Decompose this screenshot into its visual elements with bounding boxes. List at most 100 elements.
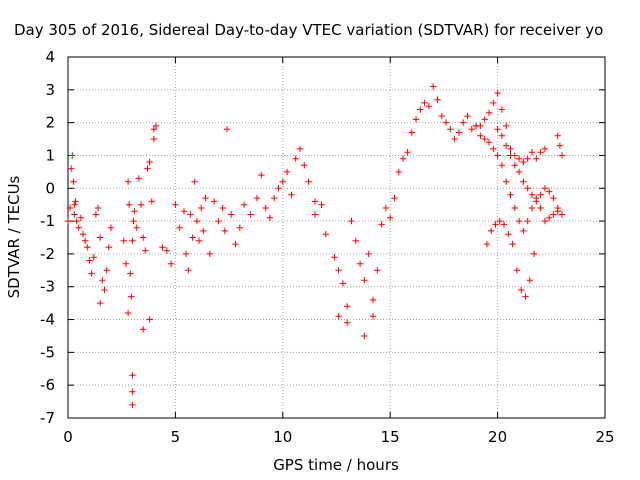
data-point [494, 126, 501, 133]
data-point [520, 227, 527, 235]
data-point [477, 132, 484, 139]
y-tick-label: -2 [40, 245, 55, 263]
y-tick-label: -3 [40, 278, 55, 296]
data-point [200, 227, 207, 235]
data-point [86, 257, 93, 264]
x-tick-label: 10 [273, 428, 292, 446]
data-point [82, 237, 89, 244]
y-tick-label: 2 [45, 114, 55, 132]
data-point [311, 211, 319, 218]
data-point [66, 204, 74, 212]
data-point [522, 293, 529, 300]
data-point [128, 293, 135, 300]
data-point [193, 217, 201, 225]
data-point [275, 185, 282, 192]
data-point [152, 122, 160, 130]
data-point [503, 142, 510, 149]
data-point [79, 231, 87, 238]
data-point [526, 277, 533, 284]
data-point [271, 194, 278, 202]
data-point [322, 231, 329, 238]
data-point [182, 250, 190, 258]
data-point [232, 240, 239, 248]
data-point [159, 244, 166, 251]
data-point [485, 109, 493, 116]
data-point [520, 178, 527, 185]
data-point [494, 89, 501, 97]
x-tick-label: 0 [63, 428, 73, 446]
data-point [122, 260, 130, 267]
data-point [387, 214, 394, 221]
data-point [494, 152, 501, 159]
data-point [524, 185, 531, 192]
data-point [124, 178, 132, 185]
data-point [472, 122, 480, 130]
data-point [399, 155, 407, 162]
data-point [541, 185, 549, 192]
data-point [133, 224, 140, 231]
y-tick-label: 0 [45, 179, 55, 197]
data-point [135, 175, 143, 182]
data-point [391, 194, 398, 202]
data-point [554, 132, 561, 139]
data-point [331, 254, 338, 261]
data-point [180, 208, 188, 215]
data-point [129, 372, 136, 379]
data-point [442, 119, 450, 126]
data-point [550, 211, 557, 218]
data-point [507, 145, 514, 153]
data-point [541, 217, 549, 225]
data-point [339, 280, 347, 287]
data-point [515, 168, 523, 176]
data-point [511, 162, 518, 169]
data-point [90, 254, 97, 261]
data-point [126, 201, 133, 208]
data-point [202, 194, 209, 202]
data-point [430, 83, 437, 90]
data-point [146, 158, 153, 166]
data-point [490, 145, 497, 153]
data-point [191, 178, 198, 185]
plot-frame [67, 56, 606, 419]
data-point [64, 217, 72, 225]
data-point [447, 126, 454, 133]
data-point [511, 204, 518, 212]
data-point [335, 313, 342, 320]
data-point [498, 132, 506, 139]
data-point [488, 227, 495, 235]
data-point [408, 129, 415, 136]
data-point [498, 162, 506, 169]
data-point [75, 224, 82, 231]
data-point [301, 162, 308, 169]
data-point [176, 224, 183, 231]
data-point [344, 319, 351, 326]
data-point [541, 145, 549, 153]
data-point [296, 145, 304, 153]
data-point [129, 401, 136, 409]
data-point [520, 158, 527, 166]
data-point [554, 204, 561, 212]
data-point [262, 204, 269, 212]
data-point [498, 106, 506, 113]
data-point [105, 244, 112, 251]
data-point [71, 211, 78, 218]
data-point [288, 191, 295, 198]
y-tick-label: -5 [40, 343, 55, 361]
data-point [266, 214, 274, 221]
data-point [103, 267, 110, 274]
data-point [73, 217, 80, 225]
data-point [236, 224, 243, 231]
data-point [120, 237, 127, 244]
data-point [142, 247, 149, 254]
data-point [352, 237, 359, 244]
data-point [172, 201, 179, 208]
data-point [185, 267, 192, 274]
data-point [258, 171, 265, 179]
data-point [395, 168, 402, 176]
data-point [528, 204, 536, 212]
data-point [97, 234, 104, 241]
data-point [546, 214, 553, 221]
data-point [131, 208, 138, 215]
data-point [318, 201, 325, 208]
data-point [150, 126, 158, 133]
